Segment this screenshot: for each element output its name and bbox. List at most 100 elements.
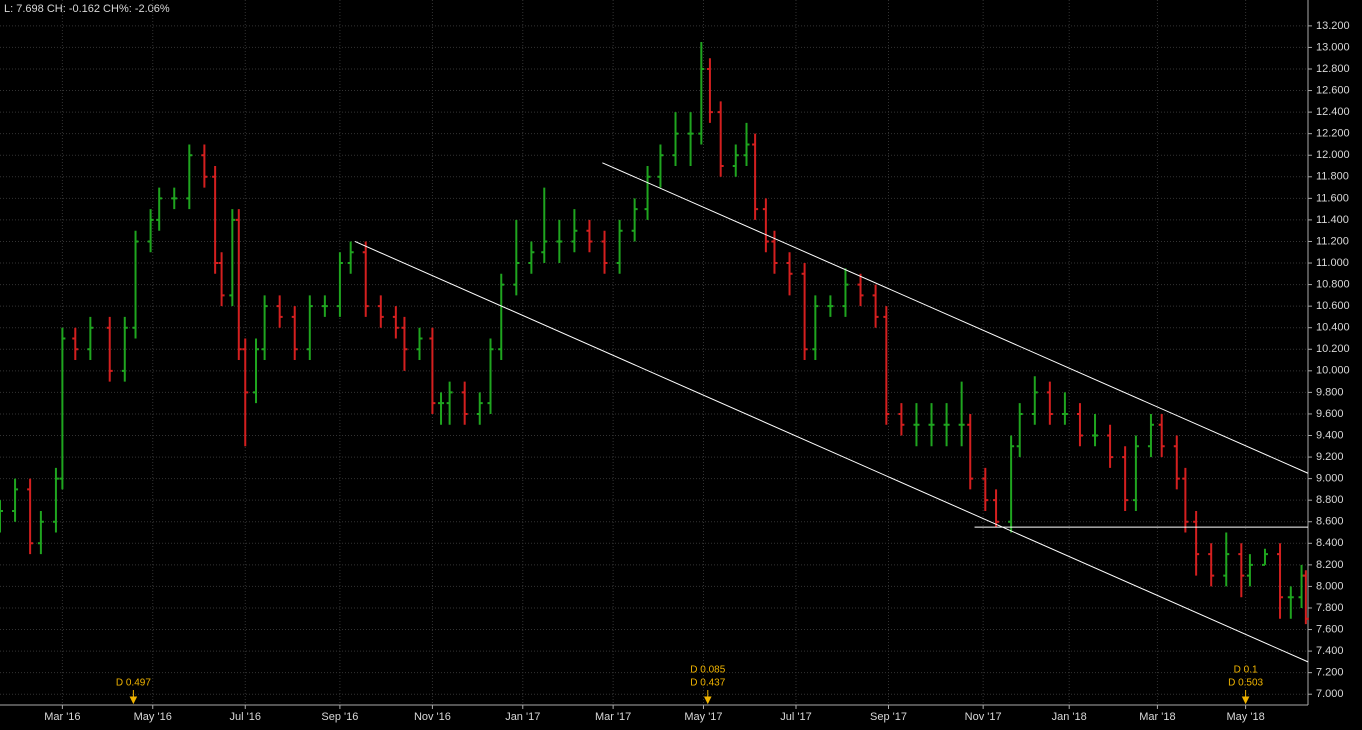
ohlc-bar	[201, 144, 208, 188]
ohlc-bar	[498, 273, 505, 361]
ohlc-bar	[541, 187, 548, 264]
y-tick-label: 8.000	[1316, 580, 1344, 592]
dividend-marker	[1241, 690, 1250, 705]
y-tick-label: 12.400	[1316, 106, 1350, 118]
y-tick-label: 10.400	[1316, 322, 1350, 334]
y-tick-label: 10.600	[1316, 300, 1350, 312]
ohlc-bar	[1287, 586, 1294, 619]
y-tick-label: 9.800	[1316, 386, 1344, 398]
ohlc-bar	[1008, 435, 1015, 533]
ohlc-bar	[446, 381, 453, 425]
ohlc-bar	[1016, 403, 1023, 458]
ohlc-bar	[461, 381, 468, 425]
ohlc-bar	[1238, 543, 1245, 598]
x-tick-label: May '18	[1227, 711, 1265, 723]
ohlc-bar	[898, 403, 905, 436]
y-tick-label: 12.000	[1316, 149, 1350, 161]
ohlc-bar	[242, 338, 249, 447]
x-tick-label: Jan '18	[1052, 711, 1087, 723]
y-tick-label: 13.000	[1316, 41, 1350, 53]
y-tick-label: 11.800	[1316, 171, 1349, 183]
trend-line	[354, 241, 1309, 663]
ohlc-bar	[571, 209, 578, 253]
y-tick-label: 13.200	[1316, 20, 1350, 32]
ohlc-bar	[586, 219, 593, 253]
ohlc-bar	[1107, 424, 1114, 468]
ohlc-bar	[743, 122, 750, 167]
ohlc-bar	[1182, 467, 1189, 533]
y-tick-label: 10.000	[1316, 365, 1350, 377]
x-tick-label: Jul '17	[780, 711, 811, 723]
ohlc-bar	[476, 392, 483, 425]
ohlc-bar	[186, 144, 193, 210]
ohlc-bar	[1092, 413, 1099, 447]
x-tick-label: Mar '16	[44, 711, 80, 723]
y-tick-label: 10.200	[1316, 343, 1350, 355]
ohlc-bar	[672, 112, 679, 167]
ohlc-bar	[1132, 435, 1139, 511]
ohlc-bar	[261, 295, 268, 361]
ohlc-bar	[883, 306, 890, 425]
dividend-marker	[129, 690, 138, 705]
ohlc-bar	[1261, 548, 1268, 566]
y-tick-label: 11.600	[1316, 192, 1349, 204]
ohlc-bar	[429, 327, 436, 414]
ohlc-bar	[762, 198, 769, 253]
ohlc-bar	[801, 263, 808, 361]
ohlc-bar	[72, 327, 79, 361]
ohlc-bar	[943, 403, 950, 447]
ohlc-bar	[229, 209, 236, 307]
ohlc-bar	[698, 42, 705, 145]
ohlc-bar	[392, 306, 399, 339]
y-tick-label: 8.200	[1316, 559, 1344, 571]
ohlc-bar	[212, 166, 219, 274]
y-tick-label: 9.400	[1316, 429, 1344, 441]
y-tick-label: 12.200	[1316, 128, 1350, 140]
ohlc-bar	[1302, 570, 1309, 625]
ohlc-bar	[687, 112, 694, 167]
ohlc-bar	[121, 316, 128, 382]
y-tick-label: 10.800	[1316, 278, 1350, 290]
ohlc-bar	[1147, 413, 1154, 458]
ohlc-bar	[706, 58, 713, 123]
ohlc-bar	[438, 392, 445, 425]
y-tick-label: 7.000	[1316, 688, 1344, 700]
ohlc-bar	[37, 510, 44, 555]
x-tick-label: Sep '16	[321, 711, 358, 723]
ohlc-bar	[928, 403, 935, 447]
y-tick-label: 7.400	[1316, 645, 1344, 657]
y-tick-label: 12.600	[1316, 84, 1350, 96]
y-tick-label: 9.000	[1316, 473, 1344, 485]
ohlc-bar	[771, 230, 778, 274]
ohlc-bar	[321, 295, 328, 317]
y-tick-label: 8.800	[1316, 494, 1344, 506]
ohlc-bar	[786, 252, 793, 296]
ohlc-bar	[347, 241, 354, 274]
ohlc-bar	[106, 316, 113, 382]
dividend-label: D 0.503	[1228, 678, 1263, 689]
ohlc-bar	[487, 338, 494, 414]
ohlc-bar	[752, 133, 759, 220]
ohlc-bar	[556, 219, 563, 264]
y-tick-label: 7.600	[1316, 623, 1344, 635]
x-tick-label: Mar '17	[595, 711, 631, 723]
ohlc-bar	[1076, 403, 1083, 447]
ohlc-bar	[528, 241, 535, 274]
trend-line	[602, 162, 1309, 474]
y-tick-label: 11.200	[1316, 235, 1349, 247]
dividend-marker	[703, 690, 712, 705]
ohlc-bar	[857, 273, 864, 307]
y-tick-label: 11.400	[1316, 214, 1349, 226]
y-tick-label: 9.200	[1316, 451, 1344, 463]
ohlc-bar	[732, 144, 739, 177]
ohlc-bar	[827, 295, 834, 317]
ohlc-bar	[601, 230, 608, 274]
x-tick-label: Nov '16	[414, 711, 451, 723]
ohlc-bar	[1046, 381, 1053, 425]
ohlc-bar	[657, 144, 664, 188]
dividend-label: D 0.437	[690, 678, 725, 689]
ohlc-bar	[982, 467, 989, 511]
ohlc-bar	[1193, 510, 1200, 576]
y-tick-label: 7.800	[1316, 602, 1344, 614]
x-tick-label: Mar '18	[1139, 711, 1175, 723]
